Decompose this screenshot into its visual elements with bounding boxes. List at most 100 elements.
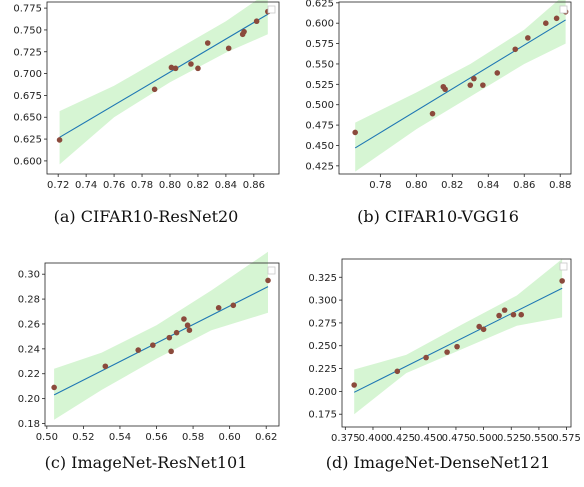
data-point-b-4 xyxy=(442,86,448,93)
data-point-c-4 xyxy=(150,342,156,348)
legend-box-c xyxy=(267,266,276,275)
y-tick-label-d-1: 0.175 xyxy=(308,410,337,421)
x-tick-label-a-1: 0.72 xyxy=(47,180,69,191)
x-tick-label-d-3: 0.425 xyxy=(386,433,415,444)
chart-panel-a: 0.72 0.74 0.76 0.78 0.80 0.82 0.84 0.86 0.600 0.6… xyxy=(0,0,292,243)
y-tick-label-a-3: 0.650 xyxy=(13,113,42,124)
plot-frame-b xyxy=(338,1,572,175)
x-tick-label-c-4: 0.56 xyxy=(145,432,167,443)
x-tick-label-a-7: 0.84 xyxy=(215,180,237,191)
data-point-a-5 xyxy=(188,61,194,67)
data-point-c-11 xyxy=(215,304,222,311)
x-tick-label-c-5: 0.58 xyxy=(182,432,204,443)
data-point-c-13 xyxy=(265,277,271,284)
x-tick-label-b-3: 0.82 xyxy=(441,180,463,191)
x-tick-label-a-6: 0.82 xyxy=(187,180,209,191)
data-point-b-7 xyxy=(480,82,486,88)
data-point-c-5 xyxy=(166,334,173,341)
y-tick-label-b-9: 0.625 xyxy=(305,0,334,9)
chart-panel-d: 0.375 0.400 0.425 0.450 0.475 0.500 0.525 0.550… xyxy=(292,245,584,487)
data-point-d-11 xyxy=(518,311,525,318)
data-point-d-6 xyxy=(476,323,482,330)
y-tick-label-b-8: 0.600 xyxy=(305,19,334,30)
data-point-a-8 xyxy=(225,45,232,52)
caption-a: (a) CIFAR10-ResNet20 xyxy=(53,207,239,226)
x-tick-label-c-6: 0.60 xyxy=(219,432,241,443)
data-point-a-2 xyxy=(151,86,158,93)
scatter-chart-d: 0.375 0.400 0.425 0.450 0.475 0.500 0.525 0.550… xyxy=(308,258,581,444)
data-point-b-10 xyxy=(525,35,531,41)
plot-frame-c xyxy=(44,262,280,427)
data-point-a-3 xyxy=(168,64,175,71)
x-tick-label-c-2: 0.52 xyxy=(72,432,94,443)
data-point-d-1 xyxy=(351,382,357,388)
scatter-chart-c: 0.50 0.52 0.54 0.56 0.58 0.60 0.62 0.18 0.20 0.22… xyxy=(18,251,280,443)
x-tick-label-c-7: 0.62 xyxy=(255,432,277,443)
data-point-d-4 xyxy=(444,349,450,355)
data-point-c-10 xyxy=(186,327,193,333)
legend-box-d xyxy=(559,262,568,271)
y-tick-label-b-7: 0.575 xyxy=(305,39,334,50)
regression-line-d xyxy=(353,287,563,393)
data-point-b-2 xyxy=(429,110,436,117)
data-point-d-3 xyxy=(423,354,429,361)
y-tick-label-a-7: 0.750 xyxy=(13,25,42,36)
y-tick-label-b-5: 0.525 xyxy=(305,80,334,91)
data-point-c-3 xyxy=(135,347,142,353)
y-tick-label-b-3: 0.475 xyxy=(305,121,334,132)
confidence-band-d xyxy=(354,259,563,415)
caption-b: (b) CIFAR10-VGG16 xyxy=(357,207,519,226)
y-tick-label-d-3: 0.225 xyxy=(308,364,337,375)
data-point-c-8 xyxy=(181,316,187,322)
x-tick-label-a-8: 0.86 xyxy=(243,180,265,191)
y-tick-label-c-2: 0.20 xyxy=(18,394,40,405)
confidence-band-c xyxy=(54,251,268,420)
x-tick-label-c-3: 0.54 xyxy=(109,432,131,443)
y-tick-label-a-8: 0.775 xyxy=(13,4,42,15)
confidence-band-a xyxy=(59,0,268,165)
data-point-a-11 xyxy=(253,18,260,25)
x-tick-label-a-5: 0.80 xyxy=(159,180,181,191)
data-point-d-2 xyxy=(394,368,401,375)
data-point-b-1 xyxy=(352,129,358,136)
x-tick-label-d-5: 0.475 xyxy=(442,433,471,444)
x-tick-label-b-6: 0.88 xyxy=(549,180,571,191)
scatter-chart-b: 0.78 0.80 0.82 0.84 0.86 0.88 0.425 0.450 0.475 0… xyxy=(305,0,572,191)
x-tick-label-d-9: 0.575 xyxy=(552,433,581,444)
y-tick-label-a-6: 0.725 xyxy=(13,47,42,58)
plot-frame-d xyxy=(341,258,572,428)
y-tick-label-b-4: 0.500 xyxy=(305,100,334,111)
data-point-b-12 xyxy=(553,15,560,22)
regression-line-c xyxy=(53,286,269,396)
data-point-c-7 xyxy=(173,329,180,336)
data-point-c-1 xyxy=(51,384,57,391)
chart-panel-c: 0.50 0.52 0.54 0.56 0.58 0.60 0.62 0.18 0.20 0.22… xyxy=(0,245,292,487)
x-tick-label-c-1: 0.50 xyxy=(36,432,58,443)
scatter-chart-a: 0.72 0.74 0.76 0.78 0.80 0.82 0.84 0.86 0.600 0.6… xyxy=(13,0,280,191)
y-tick-label-b-1: 0.425 xyxy=(305,161,334,172)
legend-box-a xyxy=(267,5,276,14)
data-point-d-8 xyxy=(496,312,502,319)
plot-frame-a xyxy=(46,1,280,175)
y-tick-label-d-4: 0.250 xyxy=(308,341,337,352)
y-tick-label-a-2: 0.625 xyxy=(13,135,42,146)
y-tick-label-a-1: 0.600 xyxy=(13,156,42,167)
x-tick-label-d-2: 0.400 xyxy=(359,433,388,444)
y-tick-label-a-5: 0.700 xyxy=(13,69,42,80)
x-tick-label-d-7: 0.525 xyxy=(497,433,526,444)
y-tick-label-c-7: 0.30 xyxy=(18,270,40,281)
data-point-d-9 xyxy=(501,307,508,313)
data-point-c-9 xyxy=(184,322,191,329)
x-tick-label-d-4: 0.450 xyxy=(414,433,443,444)
data-point-a-4 xyxy=(172,65,179,72)
y-tick-label-d-6: 0.300 xyxy=(308,296,337,307)
regression-line-a xyxy=(59,13,269,138)
data-point-c-12 xyxy=(230,302,237,309)
data-point-c-2 xyxy=(102,363,109,370)
data-point-d-7 xyxy=(480,326,487,333)
y-tick-label-b-2: 0.450 xyxy=(305,141,334,152)
y-tick-label-d-5: 0.275 xyxy=(308,318,337,329)
regression-line-b xyxy=(354,19,566,149)
data-point-b-9 xyxy=(512,46,519,53)
data-point-b-6 xyxy=(471,75,477,82)
